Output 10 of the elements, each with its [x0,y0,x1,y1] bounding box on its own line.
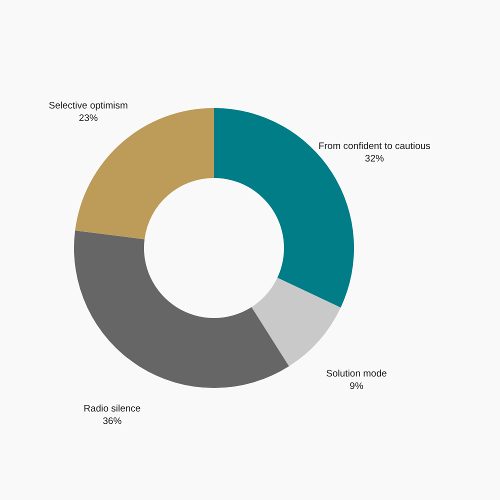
data-label: 9% [350,381,364,392]
data-label: 32% [364,154,384,165]
data-label: 36% [102,416,122,427]
donut-slice [74,230,290,388]
donut-slice [252,278,341,366]
slice-label: Selective optimism [48,100,128,112]
slice-label: From confident to cautious [318,141,431,152]
slice-label: Solution mode [326,368,387,380]
data-label: 23% [78,112,98,124]
slice-label: Radio silence [84,403,141,414]
